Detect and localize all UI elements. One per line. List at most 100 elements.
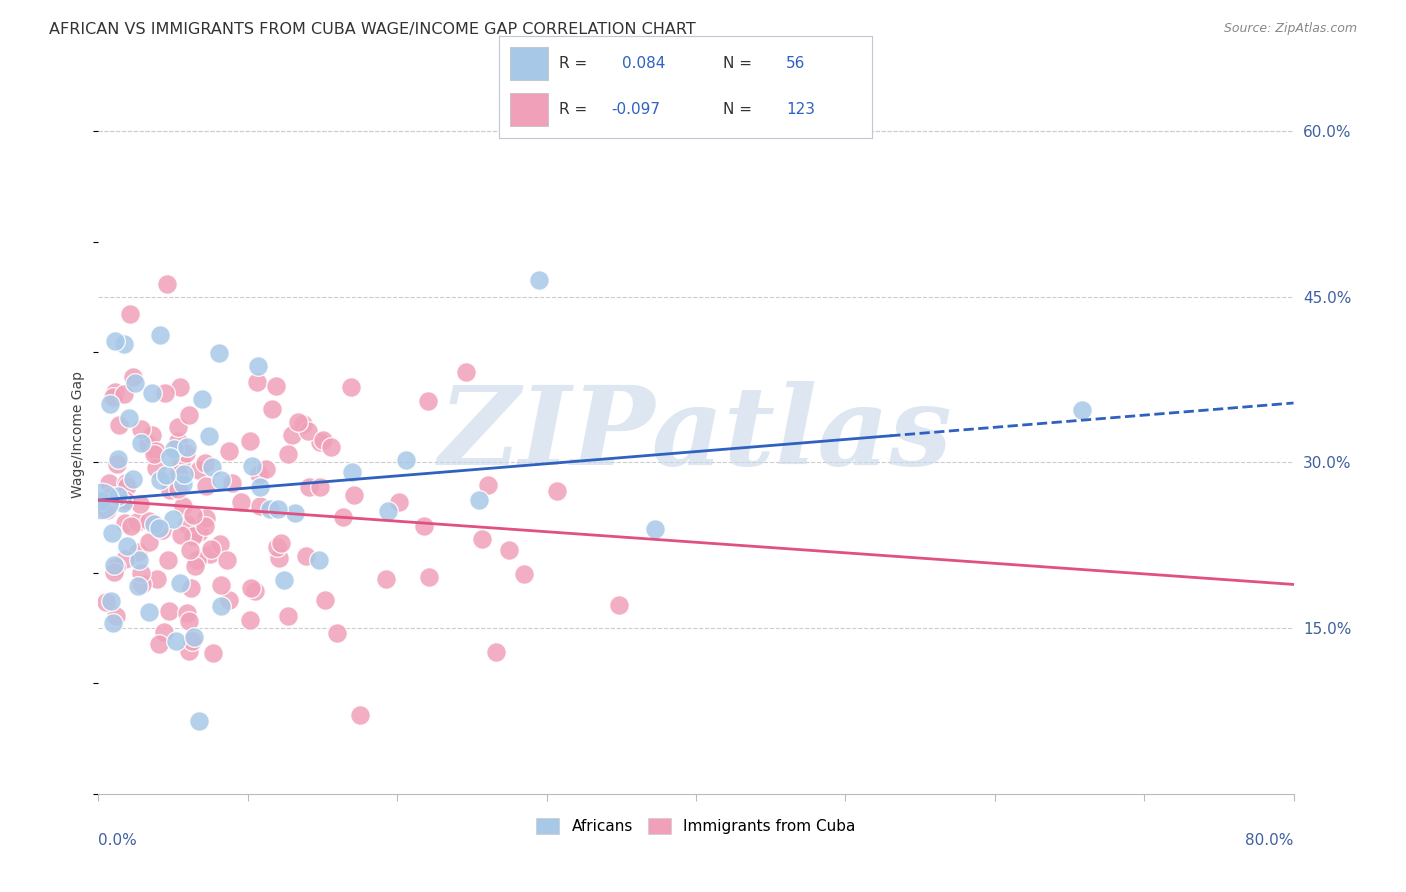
Point (177, 644, 200, 658)
Point (218, 444, 240, 458)
Point (260, 401, 283, 416)
Point (201, 646, 224, 660)
Point (98, 397, 121, 411)
Point (169, 455, 191, 469)
Point (201, 460, 224, 475)
Point (179, 408, 201, 422)
Point (181, 508, 204, 522)
Point (177, 614, 200, 628)
Point (270, 535, 292, 549)
Point (96, 503, 118, 517)
Point (155, 467, 177, 482)
Point (418, 570, 440, 584)
Point (129, 422, 152, 436)
Legend: Africans, Immigrants from Cuba: Africans, Immigrants from Cuba (530, 812, 862, 840)
Point (167, 420, 190, 434)
Point (138, 605, 160, 619)
Point (311, 434, 333, 448)
FancyBboxPatch shape (510, 47, 547, 79)
Point (1070, 403, 1092, 417)
Point (90, 494, 112, 508)
Point (339, 379, 361, 393)
Point (200, 542, 222, 557)
Point (183, 630, 205, 644)
Point (314, 593, 336, 607)
Point (114, 476, 136, 491)
Point (309, 435, 332, 450)
Point (148, 637, 170, 651)
Point (155, 385, 177, 400)
Point (388, 495, 411, 509)
Point (138, 514, 160, 528)
Point (128, 553, 150, 567)
Point (221, 475, 243, 490)
Point (332, 510, 354, 524)
Point (122, 472, 145, 486)
Point (107, 490, 129, 504)
Point (108, 418, 131, 433)
Point (125, 515, 148, 529)
Point (239, 434, 262, 448)
Point (277, 447, 299, 461)
Point (644, 522, 666, 536)
Point (264, 379, 287, 393)
Point (103, 390, 125, 404)
Point (124, 376, 146, 390)
Point (377, 504, 399, 518)
Point (267, 501, 290, 516)
Text: 0.0%: 0.0% (98, 833, 138, 848)
Text: ZIPatlas: ZIPatlas (439, 381, 953, 489)
Point (607, 598, 630, 612)
Point (375, 572, 398, 586)
Point (145, 572, 167, 586)
Point (138, 535, 160, 549)
Point (529, 273, 551, 287)
Point (194, 479, 217, 493)
Point (546, 483, 568, 498)
Point (194, 518, 217, 533)
Text: 80.0%: 80.0% (1246, 833, 1294, 848)
Point (159, 450, 181, 464)
Text: R =: R = (558, 56, 592, 70)
Point (149, 328, 172, 343)
Point (471, 532, 494, 546)
Text: R =: R = (558, 102, 592, 117)
Point (172, 499, 194, 513)
Point (298, 479, 321, 493)
Point (209, 599, 232, 614)
Point (104, 334, 127, 348)
Point (413, 519, 436, 533)
Point (395, 452, 418, 467)
Point (145, 461, 167, 475)
Point (112, 387, 135, 401)
Point (477, 478, 499, 492)
Point (104, 609, 127, 624)
Point (321, 440, 343, 454)
Point (166, 434, 188, 448)
Point (284, 506, 307, 520)
Point (156, 277, 179, 291)
Point (266, 540, 288, 554)
Point (104, 560, 127, 574)
Point (131, 576, 153, 591)
Point (136, 436, 159, 450)
Point (98, 476, 121, 491)
Point (498, 543, 520, 558)
Point (246, 375, 269, 389)
Point (326, 626, 349, 640)
Point (103, 558, 125, 573)
Point (188, 463, 211, 477)
Point (281, 427, 304, 442)
Point (287, 415, 309, 429)
Point (190, 392, 212, 406)
Point (143, 517, 166, 532)
Point (157, 604, 180, 618)
Point (167, 467, 190, 481)
Point (247, 467, 270, 481)
Point (127, 545, 149, 559)
Point (174, 446, 197, 460)
Point (120, 307, 142, 321)
Point (418, 393, 440, 408)
Point (297, 425, 319, 439)
Text: -0.097: -0.097 (612, 102, 659, 117)
